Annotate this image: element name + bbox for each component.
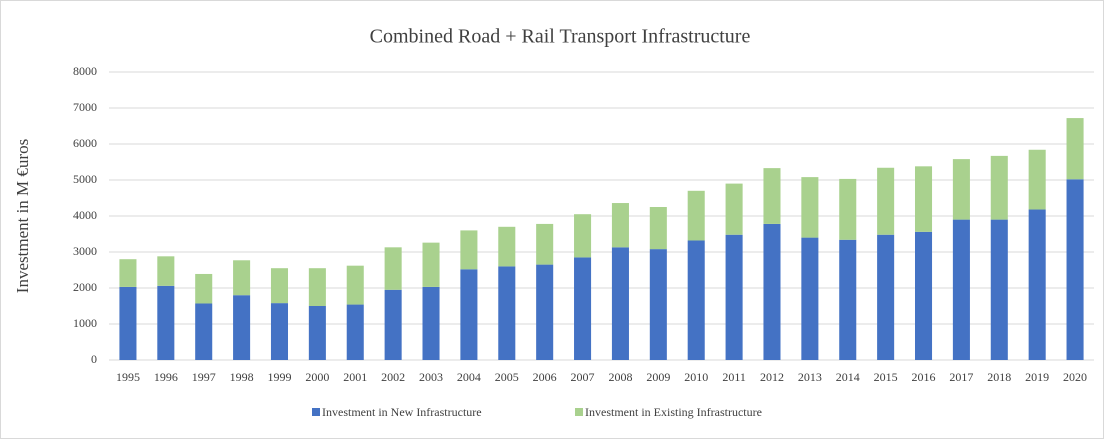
bar-segment bbox=[649, 249, 667, 360]
y-tick-label: 7000 bbox=[73, 100, 97, 114]
x-tick-label: 1999 bbox=[267, 370, 291, 384]
y-tick-label: 0 bbox=[91, 352, 97, 366]
x-tick-label: 2017 bbox=[949, 370, 973, 384]
x-tick-label: 1996 bbox=[154, 370, 178, 384]
x-tick-label: 2005 bbox=[495, 370, 519, 384]
bar-segment bbox=[119, 259, 137, 287]
x-tick-label: 2008 bbox=[608, 370, 632, 384]
y-tick-label: 8000 bbox=[73, 64, 97, 78]
bar-segment bbox=[422, 242, 440, 287]
x-tick-label: 2015 bbox=[874, 370, 898, 384]
x-tick-label: 2007 bbox=[571, 370, 595, 384]
bar-segment bbox=[990, 219, 1008, 360]
bar-segment bbox=[498, 266, 516, 360]
bar-segment bbox=[914, 166, 933, 232]
bar-segment bbox=[1028, 209, 1046, 360]
bar-segment bbox=[725, 234, 743, 360]
y-tick-label: 2000 bbox=[73, 280, 97, 294]
y-tick-label: 5000 bbox=[73, 172, 97, 186]
bar-segment bbox=[460, 269, 478, 360]
bar-segment bbox=[422, 286, 440, 360]
x-tick-label: 2018 bbox=[987, 370, 1011, 384]
chart-title: Combined Road + Rail Transport Infrastru… bbox=[370, 26, 751, 48]
x-tick-label: 2002 bbox=[381, 370, 405, 384]
bar-segment bbox=[1028, 149, 1046, 210]
bar-segment bbox=[536, 264, 554, 360]
bar-segment bbox=[801, 237, 819, 360]
bar-segment bbox=[195, 303, 213, 360]
bar-segment bbox=[308, 306, 326, 360]
bar-segment bbox=[233, 295, 251, 360]
x-tick-label: 2001 bbox=[343, 370, 367, 384]
bar-segment bbox=[384, 247, 402, 290]
y-axis-label: Investment in M €uros bbox=[13, 139, 32, 293]
legend-label: Investment in New Infrastructure bbox=[322, 405, 482, 419]
bar-segment bbox=[157, 285, 175, 360]
x-tick-label: 1995 bbox=[116, 370, 140, 384]
bar-segment bbox=[346, 304, 364, 360]
bar-segment bbox=[119, 286, 137, 360]
legend-swatch bbox=[312, 408, 320, 416]
bar-segment bbox=[536, 223, 554, 265]
legend-label: Investment in Existing Infrastructure bbox=[585, 405, 762, 419]
x-tick-label: 2004 bbox=[457, 370, 481, 384]
y-tick-label: 3000 bbox=[73, 244, 97, 258]
x-tick-label: 2020 bbox=[1063, 370, 1087, 384]
bar-segment bbox=[1066, 179, 1084, 360]
bar-segment bbox=[763, 168, 781, 224]
y-tick-label: 1000 bbox=[73, 316, 97, 330]
bar-segment bbox=[877, 234, 895, 360]
bar-segment bbox=[574, 214, 592, 258]
bar-segment bbox=[460, 230, 478, 270]
x-tick-label: 2010 bbox=[684, 370, 708, 384]
bar-segment bbox=[801, 177, 819, 238]
legend-swatch bbox=[575, 408, 583, 416]
bar-segment bbox=[157, 256, 175, 286]
bar-segment bbox=[839, 178, 857, 240]
bar-segment bbox=[725, 183, 743, 235]
bar-segment bbox=[384, 289, 402, 360]
bar-segment bbox=[233, 260, 251, 296]
bar-segment bbox=[611, 247, 629, 360]
x-tick-label: 2003 bbox=[419, 370, 443, 384]
bar-segment bbox=[952, 159, 970, 220]
x-tick-label: 2019 bbox=[1025, 370, 1049, 384]
bar-segment bbox=[498, 226, 516, 267]
bar-segment bbox=[308, 268, 326, 306]
bar-segment bbox=[574, 257, 592, 360]
y-tick-label: 4000 bbox=[73, 208, 97, 222]
bar-segment bbox=[270, 303, 289, 360]
x-tick-label: 2016 bbox=[912, 370, 936, 384]
bar-segment bbox=[687, 240, 705, 360]
bar-segment bbox=[346, 265, 364, 305]
x-tick-label: 1998 bbox=[230, 370, 254, 384]
x-tick-label: 2009 bbox=[646, 370, 670, 384]
x-tick-label: 2014 bbox=[836, 370, 860, 384]
bar-segment bbox=[877, 167, 895, 235]
bar-segment bbox=[839, 239, 857, 360]
x-tick-label: 1997 bbox=[192, 370, 216, 384]
bar-segment bbox=[195, 273, 213, 304]
bar-segment bbox=[763, 223, 781, 360]
x-tick-label: 2000 bbox=[305, 370, 329, 384]
bar-segment bbox=[649, 207, 667, 250]
bar-segment bbox=[611, 203, 629, 248]
bar-segment bbox=[687, 190, 705, 241]
x-tick-label: 2012 bbox=[760, 370, 784, 384]
bar-segment bbox=[270, 268, 289, 304]
bar-segment bbox=[990, 155, 1008, 220]
x-tick-label: 2006 bbox=[533, 370, 557, 384]
bar-segment bbox=[914, 231, 933, 360]
y-tick-label: 6000 bbox=[73, 136, 97, 150]
x-tick-label: 2013 bbox=[798, 370, 822, 384]
bar-segment bbox=[1066, 118, 1084, 180]
bar-segment bbox=[952, 219, 970, 360]
x-tick-label: 2011 bbox=[722, 370, 746, 384]
